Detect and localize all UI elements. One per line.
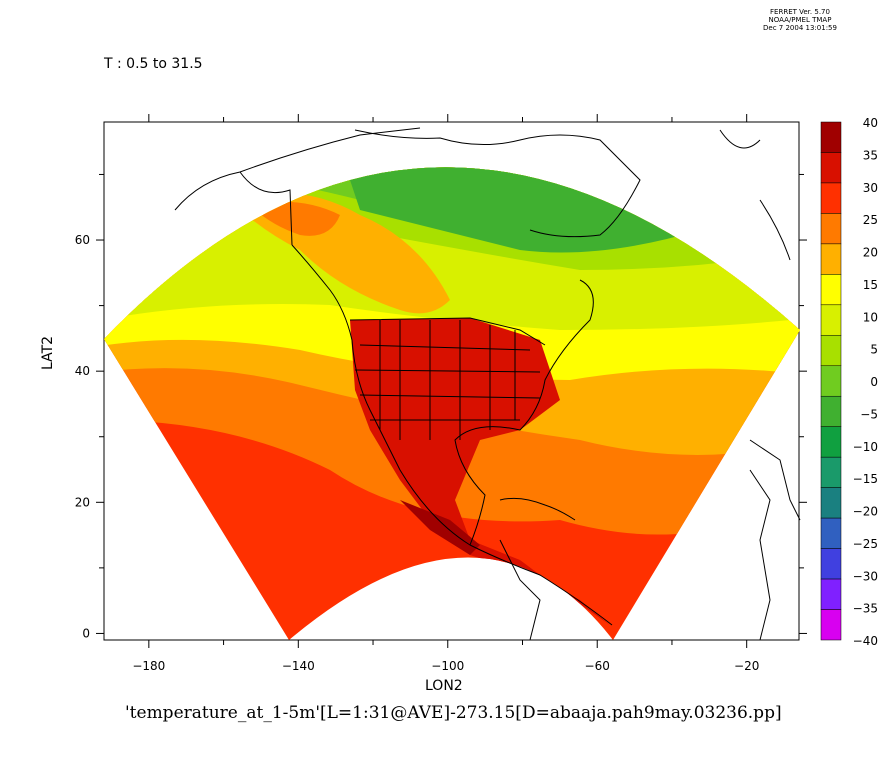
colorbar-label: 10 <box>863 310 878 324</box>
colorbar-swatch <box>820 335 842 367</box>
colorbar-label: 0 <box>870 375 878 389</box>
colorbar-label: −10 <box>853 440 878 454</box>
y-tick-label: 20 <box>75 495 90 509</box>
coastlines <box>174 127 801 641</box>
ferret-stamp: FERRET Ver. 5.70 NOAA/PMEL TMAP Dec 7 20… <box>740 8 860 32</box>
x-tick-label: −60 <box>585 659 610 673</box>
colorbar-swatch <box>820 517 842 549</box>
colorbar-label: −20 <box>853 505 878 519</box>
range-label: T : 0.5 to 31.5 <box>104 56 203 72</box>
x-tick-label: −20 <box>734 659 759 673</box>
colorbar-swatch <box>820 395 842 427</box>
colorbar-swatch <box>820 182 842 214</box>
colorbar-label: 30 <box>863 181 878 195</box>
footer-caption: 'temperature_at_1-5m'[L=1:31@AVE]-273.15… <box>125 703 782 723</box>
colorbar-swatch <box>820 548 842 580</box>
colorbar-swatch <box>820 578 842 610</box>
colorbar: 40 35 30 25 20 15 10 5 0 −5 −10 −15 −20 −25 −30 −35 −40 <box>820 116 878 648</box>
y-axis: 0 20 40 60 <box>75 173 807 640</box>
colorbar-swatch <box>820 152 842 184</box>
x-tick-label: −140 <box>282 659 315 673</box>
colorbar-swatch <box>820 304 842 336</box>
colorbar-swatch <box>820 426 842 458</box>
colorbar-label: −25 <box>853 537 878 551</box>
colorbar-swatch <box>820 487 842 519</box>
y-tick-label: 60 <box>75 233 90 247</box>
colorbar-swatch <box>820 213 842 245</box>
colorbar-label: −30 <box>853 569 878 583</box>
x-axis: −180 −140 −100 −60 −20 <box>132 114 759 673</box>
colorbar-label: 40 <box>863 116 878 130</box>
colorbar-swatch <box>820 456 842 488</box>
y-axis-label: LAT2 <box>40 335 56 370</box>
colorbar-swatch <box>820 609 842 641</box>
x-axis-label: LON2 <box>425 678 463 694</box>
colorbar-swatch <box>820 365 842 397</box>
ferret-version: FERRET Ver. 5.70 <box>770 8 830 16</box>
x-tick-label: −180 <box>132 659 165 673</box>
colorbar-swatch <box>820 121 842 153</box>
x-tick-label: −100 <box>431 659 464 673</box>
colorbar-label: 5 <box>870 343 878 357</box>
y-tick-label: 0 <box>82 626 90 640</box>
colorbar-label: −5 <box>860 407 878 421</box>
ferret-date: Dec 7 2004 13:01:59 <box>763 24 837 32</box>
colorbar-swatch <box>820 274 842 306</box>
colorbar-label: −40 <box>853 634 878 648</box>
y-tick-label: 40 <box>75 364 90 378</box>
ferret-org: NOAA/PMEL TMAP <box>768 16 832 24</box>
colorbar-label: 35 <box>863 148 878 162</box>
colorbar-label: 25 <box>863 213 878 227</box>
colorbar-label: 15 <box>863 278 878 292</box>
colorbar-swatch <box>820 243 842 275</box>
colorbar-label: 20 <box>863 246 878 260</box>
colorbar-label: −15 <box>853 472 878 486</box>
colorbar-label: −35 <box>853 602 878 616</box>
